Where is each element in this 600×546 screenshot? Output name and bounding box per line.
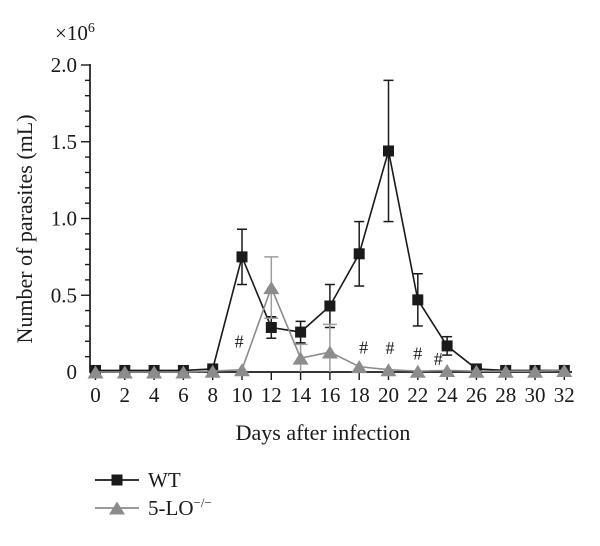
svg-text:0.5: 0.5 (51, 283, 77, 307)
5lo-data-point (146, 365, 163, 379)
svg-text:0: 0 (90, 383, 101, 407)
wt-data-point (295, 326, 307, 338)
significance-hash: # (235, 331, 244, 351)
svg-text:30: 30 (525, 383, 546, 407)
svg-text:2: 2 (120, 383, 131, 407)
5lo-data-point (87, 365, 104, 379)
legend-item-5lo: 5-LO−/− (94, 494, 212, 522)
svg-text:26: 26 (466, 383, 487, 407)
5lo-data-point (175, 365, 192, 379)
wt-legend-marker (95, 474, 139, 486)
significance-annotations: # # # # # (235, 331, 443, 369)
svg-text:8: 8 (207, 383, 218, 407)
wt-legend-label: WT (148, 468, 181, 492)
significance-hash: # (359, 337, 368, 357)
5lo-data-point (263, 281, 280, 295)
y-axis-multiplier-exponent: 6 (87, 21, 95, 36)
svg-text:4: 4 (149, 383, 160, 407)
5lo-legend-marker (95, 501, 139, 515)
svg-text:18: 18 (349, 383, 370, 407)
wt-data-point (265, 321, 277, 333)
wt-data-point (412, 294, 424, 306)
5lo-data-point (321, 345, 338, 359)
axes (81, 64, 572, 380)
svg-text:10: 10 (232, 383, 253, 407)
wt-data-point (353, 248, 365, 260)
significance-hash: # (413, 344, 422, 364)
y-tick-labels: 0 0.5 1.0 1.5 2.0 (51, 53, 77, 384)
y-axis-multiplier-label: ×106 (55, 21, 95, 46)
svg-text:22: 22 (407, 383, 428, 407)
svg-text:24: 24 (437, 383, 459, 407)
svg-text:14: 14 (290, 383, 312, 407)
x-tick-labels: 0 2 4 6 8 10 12 14 16 18 20 22 24 26 28 30 32 (90, 383, 575, 407)
x-axis-title: Days after infection (235, 420, 411, 445)
y-axis-multiplier-base: ×10 (55, 21, 88, 45)
significance-hash: # (385, 338, 394, 358)
legend-item-wt: WT (94, 466, 212, 494)
5lo-data-point (351, 360, 368, 374)
wt-data-point (324, 300, 336, 312)
significance-hash: # (434, 349, 443, 369)
5lo-data-point (234, 363, 250, 377)
svg-text:32: 32 (554, 383, 575, 407)
wt-data-point (236, 251, 248, 263)
5lo-data-point (468, 364, 485, 378)
svg-text:1.0: 1.0 (51, 207, 77, 231)
wt-data-point (383, 145, 394, 157)
5lo-data-point (556, 363, 573, 377)
5lo-data-point (409, 364, 426, 378)
5lo-data-point (380, 363, 397, 377)
5lo-series (87, 256, 573, 379)
svg-text:20: 20 (378, 383, 399, 407)
svg-text:1.5: 1.5 (51, 130, 77, 154)
5lo-legend-label: 5-LO−/− (148, 495, 212, 520)
wt-data-point (441, 340, 453, 352)
legend: WT 5-LO−/− (94, 466, 212, 522)
5lo-data-point (439, 363, 456, 377)
y-axis-title: Number of parasites (mL) (12, 114, 37, 344)
svg-text:0: 0 (67, 360, 78, 384)
5lo-data-point (116, 365, 133, 379)
svg-text:12: 12 (261, 383, 282, 407)
5lo-data-point (497, 364, 514, 378)
5lo-data-point (204, 364, 221, 378)
svg-text:16: 16 (319, 383, 340, 407)
svg-text:6: 6 (178, 383, 189, 407)
5lo-data-point (527, 364, 543, 378)
svg-text:2.0: 2.0 (51, 53, 77, 77)
svg-text:28: 28 (495, 383, 516, 407)
5lo-data-point (292, 351, 309, 365)
